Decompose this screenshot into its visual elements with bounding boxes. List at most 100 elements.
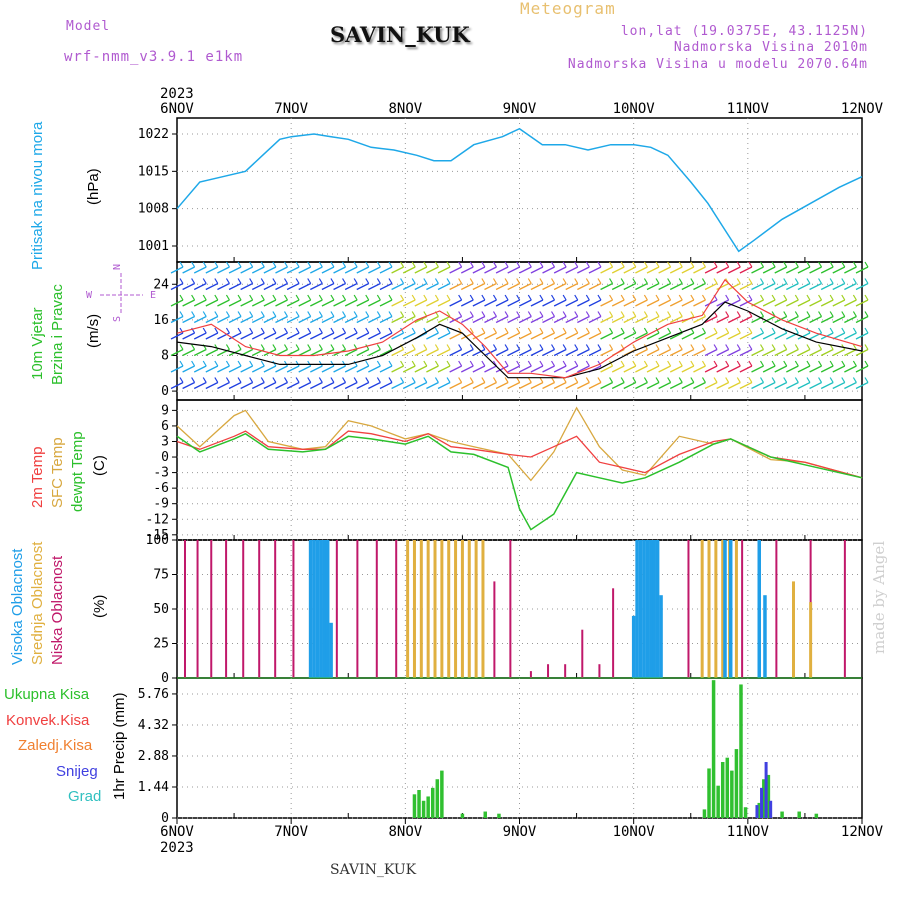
wind-barb bbox=[855, 266, 869, 274]
wind-barb bbox=[356, 381, 370, 390]
wind-barb bbox=[623, 299, 637, 307]
wind-barb bbox=[191, 294, 196, 301]
wind-barb bbox=[402, 332, 416, 340]
wind-barb bbox=[237, 311, 242, 317]
wind-barb bbox=[646, 282, 660, 291]
wind-barb bbox=[727, 266, 741, 274]
wind-barb bbox=[748, 360, 753, 367]
wind-barb bbox=[693, 266, 706, 274]
wind-barb bbox=[527, 377, 532, 383]
wind-barb bbox=[844, 365, 857, 373]
wind-barb bbox=[426, 282, 439, 291]
cloud-labels: Visoka Oblacnost Srednja Oblacnost Niska… bbox=[9, 541, 108, 665]
wind-barb bbox=[202, 327, 207, 334]
wind-barb bbox=[771, 294, 776, 301]
wind-barb bbox=[632, 344, 637, 350]
wind-barb bbox=[295, 278, 300, 284]
wind-barb bbox=[251, 365, 265, 373]
wind-barb bbox=[841, 294, 846, 301]
wind-barb bbox=[391, 299, 404, 307]
wind-barb bbox=[669, 299, 683, 307]
wind-barb bbox=[527, 360, 532, 367]
wind-barb bbox=[623, 266, 637, 274]
wind-barb bbox=[632, 360, 637, 367]
wind-barb bbox=[786, 266, 799, 274]
wind-barb bbox=[310, 348, 323, 357]
wind-barb bbox=[716, 266, 729, 274]
wind-barb bbox=[797, 348, 811, 357]
high-cloud-bar bbox=[325, 540, 330, 678]
y-tick-label-temp: -12 bbox=[146, 512, 169, 527]
wind-barb bbox=[713, 278, 718, 284]
wind-barb bbox=[864, 344, 869, 350]
wind-barb bbox=[553, 365, 567, 373]
precip-label-3: Zaledj.Kisa bbox=[18, 737, 93, 754]
wind-barb bbox=[527, 261, 532, 268]
wind-barb bbox=[786, 315, 799, 324]
wind-barb bbox=[553, 266, 567, 274]
wind-barb bbox=[844, 282, 857, 291]
wind-barb bbox=[228, 365, 242, 373]
wind-barb bbox=[275, 282, 288, 291]
lonlat: lon,lat (19.0375E, 43.1125N) bbox=[620, 24, 868, 39]
low-cloud-bar bbox=[225, 540, 228, 678]
wind-barb bbox=[426, 315, 439, 324]
wind-barb bbox=[530, 365, 544, 373]
wind-barb bbox=[376, 327, 381, 334]
wind-barb bbox=[365, 278, 370, 284]
wind-barb bbox=[704, 365, 718, 373]
wind-barb bbox=[368, 348, 381, 357]
wind-barb bbox=[423, 278, 428, 284]
wind-barb bbox=[179, 377, 184, 383]
wind-barb bbox=[855, 282, 869, 291]
wind-barb bbox=[574, 294, 579, 301]
wind-barb bbox=[530, 282, 544, 291]
wind-barb bbox=[829, 294, 834, 301]
wind-barb bbox=[237, 278, 242, 284]
wind-barb bbox=[275, 315, 288, 324]
wind-label-1: 10m Vjetar bbox=[29, 307, 46, 380]
wind-barb bbox=[864, 377, 869, 383]
wind-barb bbox=[298, 365, 312, 373]
wind-barb bbox=[446, 377, 451, 383]
wind-barb bbox=[844, 266, 857, 274]
wind-barb bbox=[678, 344, 683, 350]
wind-barb bbox=[446, 327, 451, 334]
wind-barb bbox=[623, 315, 637, 324]
wind-barb bbox=[635, 315, 648, 324]
wind-barb bbox=[228, 266, 242, 274]
wind-barb bbox=[333, 282, 346, 291]
wind-barb bbox=[205, 315, 219, 324]
wind-barb bbox=[562, 278, 567, 284]
wind-barb bbox=[806, 311, 811, 317]
total-rain-bar bbox=[780, 811, 784, 818]
wind-barb bbox=[251, 282, 265, 291]
wind-barb bbox=[841, 327, 846, 334]
wind-barb bbox=[739, 266, 753, 274]
wind-barb bbox=[472, 332, 486, 340]
wind-barb bbox=[182, 266, 195, 274]
wind-barb bbox=[809, 348, 822, 357]
wind-barb bbox=[353, 360, 358, 367]
low-cloud-bar bbox=[274, 540, 277, 678]
wind-barb bbox=[191, 360, 196, 367]
wind-barb bbox=[643, 377, 648, 383]
wind-barb bbox=[460, 266, 474, 274]
wind-barb bbox=[844, 332, 857, 340]
wind-barb bbox=[193, 348, 207, 357]
wind-barb bbox=[519, 299, 532, 307]
wind-barb bbox=[272, 377, 277, 383]
wind-barb bbox=[818, 344, 823, 350]
wind-barb bbox=[820, 381, 834, 390]
wind-barb bbox=[240, 266, 253, 274]
high-cloud-bar bbox=[631, 615, 636, 678]
wind-barb bbox=[751, 365, 764, 373]
wind-barb bbox=[272, 311, 277, 317]
wind-barb bbox=[492, 278, 497, 284]
sfc-temp-line bbox=[176, 406, 863, 482]
wind-barb bbox=[182, 299, 195, 307]
wind-barb bbox=[794, 311, 799, 317]
wind-barb bbox=[783, 360, 788, 367]
wind-barb bbox=[193, 332, 207, 340]
wind-barb bbox=[423, 294, 428, 301]
